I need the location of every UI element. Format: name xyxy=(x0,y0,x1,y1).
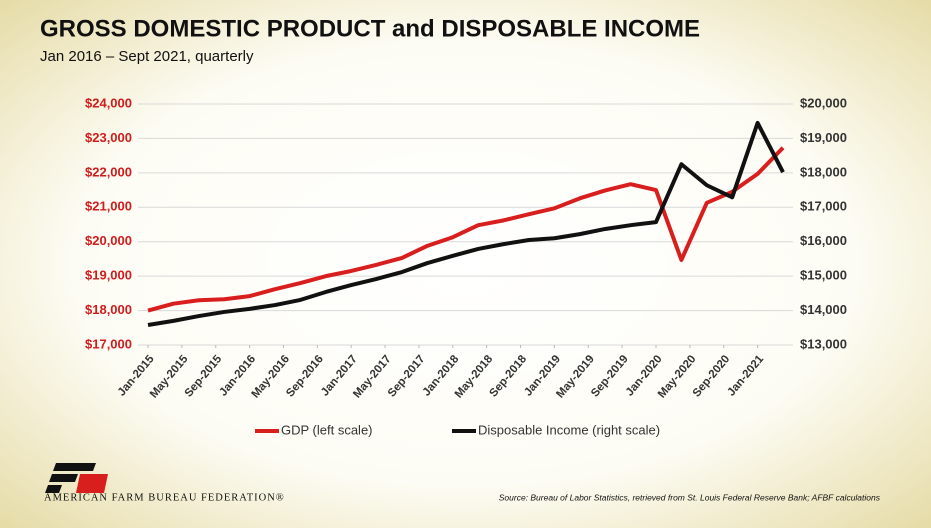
y2-tick-label: $14,000 xyxy=(800,302,847,317)
y2-tick-label: $13,000 xyxy=(800,336,847,351)
chart-title: GROSS DOMESTIC PRODUCT and DISPOSABLE IN… xyxy=(40,15,700,42)
legend-label: GDP (left scale) xyxy=(281,422,373,437)
series-line xyxy=(147,120,785,328)
series-line xyxy=(147,146,785,313)
y2-tick-label: $20,000 xyxy=(800,95,847,110)
y2-tick-label: $16,000 xyxy=(800,233,847,248)
y-tick-label: $21,000 xyxy=(85,199,132,214)
y2-tick-label: $17,000 xyxy=(800,199,847,214)
y2-tick-label: $18,000 xyxy=(800,164,847,179)
legend-label: Disposable Income (right scale) xyxy=(478,422,660,437)
y2-tick-label: $19,000 xyxy=(800,130,847,145)
logo xyxy=(45,463,108,493)
source: Source: Bureau of Labor Statistics, retr… xyxy=(499,492,881,502)
chart-subtitle: Jan 2016 – Sept 2021, quarterly xyxy=(40,48,254,65)
y-tick-label: $23,000 xyxy=(85,130,132,145)
y-tick-label: $18,000 xyxy=(85,302,132,317)
y-tick-label: $19,000 xyxy=(85,268,132,283)
organization: AMERICAN FARM BUREAU FEDERATION® xyxy=(44,492,285,503)
y-tick-label: $24,000 xyxy=(85,95,132,110)
y-tick-label: $17,000 xyxy=(85,336,132,351)
y-tick-label: $20,000 xyxy=(85,233,132,248)
y-tick-label: $22,000 xyxy=(85,164,132,179)
y2-tick-label: $15,000 xyxy=(800,268,847,283)
